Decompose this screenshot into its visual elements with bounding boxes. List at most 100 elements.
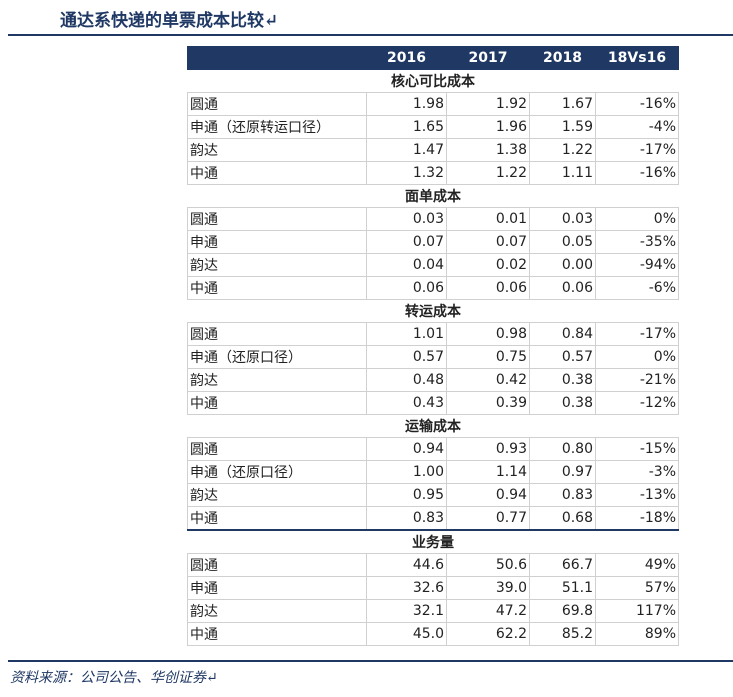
- cell: 0.77: [446, 506, 530, 531]
- cell: -13%: [595, 483, 679, 507]
- cell: 0.02: [446, 253, 530, 277]
- cell: -15%: [595, 437, 679, 461]
- row-label: 申通（还原口径）: [187, 460, 367, 484]
- cell: 49%: [595, 553, 679, 577]
- cell: 0.05: [529, 230, 596, 254]
- cost-table: 2016 2017 2018 18Vs16 核心可比成本 圆通 1.98 1.92 1.67 -1…: [187, 46, 679, 646]
- cell: 0.03: [529, 207, 596, 231]
- row-label: 申通（还原转运口径）: [187, 115, 367, 139]
- data-row: 圆通 0.03 0.01 0.03 0%: [187, 207, 679, 231]
- row-label: 申通: [187, 576, 367, 600]
- rule: [8, 660, 733, 662]
- cell: 0.06: [529, 276, 596, 300]
- cell: -3%: [595, 460, 679, 484]
- cell: -6%: [595, 276, 679, 300]
- cell: 0.97: [529, 460, 596, 484]
- row-label: 韵达: [187, 483, 367, 507]
- row-label: 韵达: [187, 599, 367, 623]
- data-row: 申通（还原口径） 0.57 0.75 0.57 0%: [187, 345, 679, 369]
- cell: 0.06: [366, 276, 447, 300]
- data-row: 中通 45.0 62.2 85.2 89%: [187, 622, 679, 646]
- section-title: 核心可比成本: [187, 69, 679, 93]
- cell: 1.65: [366, 115, 447, 139]
- row-label: 圆通: [187, 207, 367, 231]
- cell: 0.07: [366, 230, 447, 254]
- cell: 0.03: [366, 207, 447, 231]
- cell: -16%: [595, 92, 679, 116]
- column-header: 2017: [446, 46, 530, 70]
- cell: 0.43: [366, 391, 447, 415]
- cell: 0.83: [529, 483, 596, 507]
- cell: 39.0: [446, 576, 530, 600]
- cell: 1.47: [366, 138, 447, 162]
- cell: 0.94: [366, 437, 447, 461]
- section-row: 面单成本: [187, 184, 679, 208]
- row-label: 中通: [187, 391, 367, 415]
- cell: -17%: [595, 322, 679, 346]
- row-label: 中通: [187, 276, 367, 300]
- cell: -16%: [595, 161, 679, 185]
- row-label: 圆通: [187, 437, 367, 461]
- cell: 117%: [595, 599, 679, 623]
- cell: 45.0: [366, 622, 447, 646]
- cell: 1.11: [529, 161, 596, 185]
- row-label: 韵达: [187, 253, 367, 277]
- cell: 0.48: [366, 368, 447, 392]
- row-label: 申通: [187, 230, 367, 254]
- cell: 1.01: [366, 322, 447, 346]
- cell: 1.22: [529, 138, 596, 162]
- cell: 0.00: [529, 253, 596, 277]
- header-row: 2016 2017 2018 18Vs16: [187, 46, 679, 70]
- column-header: [187, 46, 367, 70]
- cell: 0.80: [529, 437, 596, 461]
- section-row: 业务量: [187, 529, 679, 554]
- cell: 0.68: [529, 506, 596, 531]
- cell: 0.38: [529, 391, 596, 415]
- cell: 0.42: [446, 368, 530, 392]
- row-label: 申通（还原口径）: [187, 345, 367, 369]
- data-row: 中通 0.83 0.77 0.68 -18%: [187, 506, 679, 531]
- cell: -12%: [595, 391, 679, 415]
- cell: 51.1: [529, 576, 596, 600]
- cell: 0.75: [446, 345, 530, 369]
- cell: 1.32: [366, 161, 447, 185]
- cell: 0.38: [529, 368, 596, 392]
- cell: 32.1: [366, 599, 447, 623]
- cell: -35%: [595, 230, 679, 254]
- row-label: 中通: [187, 506, 367, 531]
- cell: 0.95: [366, 483, 447, 507]
- data-row: 中通 0.06 0.06 0.06 -6%: [187, 276, 679, 300]
- cell: 1.98: [366, 92, 447, 116]
- cell: 1.00: [366, 460, 447, 484]
- data-row: 申通（还原口径） 1.00 1.14 0.97 -3%: [187, 460, 679, 484]
- cell: 0.98: [446, 322, 530, 346]
- data-row: 韵达 0.04 0.02 0.00 -94%: [187, 253, 679, 277]
- section-row: 转运成本: [187, 299, 679, 323]
- row-label: 圆通: [187, 553, 367, 577]
- cell: -17%: [595, 138, 679, 162]
- cell: 62.2: [446, 622, 530, 646]
- column-header: 18Vs16: [595, 46, 679, 70]
- cell: 0.07: [446, 230, 530, 254]
- section-row: 运输成本: [187, 414, 679, 438]
- data-row: 圆通 0.94 0.93 0.80 -15%: [187, 437, 679, 461]
- section-row: 核心可比成本: [187, 69, 679, 93]
- cell: 0.93: [446, 437, 530, 461]
- cell: 0%: [595, 345, 679, 369]
- data-row: 中通 1.32 1.22 1.11 -16%: [187, 161, 679, 185]
- row-label: 中通: [187, 622, 367, 646]
- cell: 1.38: [446, 138, 530, 162]
- data-row: 申通 0.07 0.07 0.05 -35%: [187, 230, 679, 254]
- row-label: 圆通: [187, 322, 367, 346]
- cell: 50.6: [446, 553, 530, 577]
- section-title: 转运成本: [187, 299, 679, 323]
- rule: [8, 34, 733, 36]
- cell: 1.92: [446, 92, 530, 116]
- section-title: 业务量: [187, 529, 679, 554]
- data-row: 韵达 1.47 1.38 1.22 -17%: [187, 138, 679, 162]
- row-label: 中通: [187, 161, 367, 185]
- cell: 85.2: [529, 622, 596, 646]
- cell: 1.59: [529, 115, 596, 139]
- cell: 89%: [595, 622, 679, 646]
